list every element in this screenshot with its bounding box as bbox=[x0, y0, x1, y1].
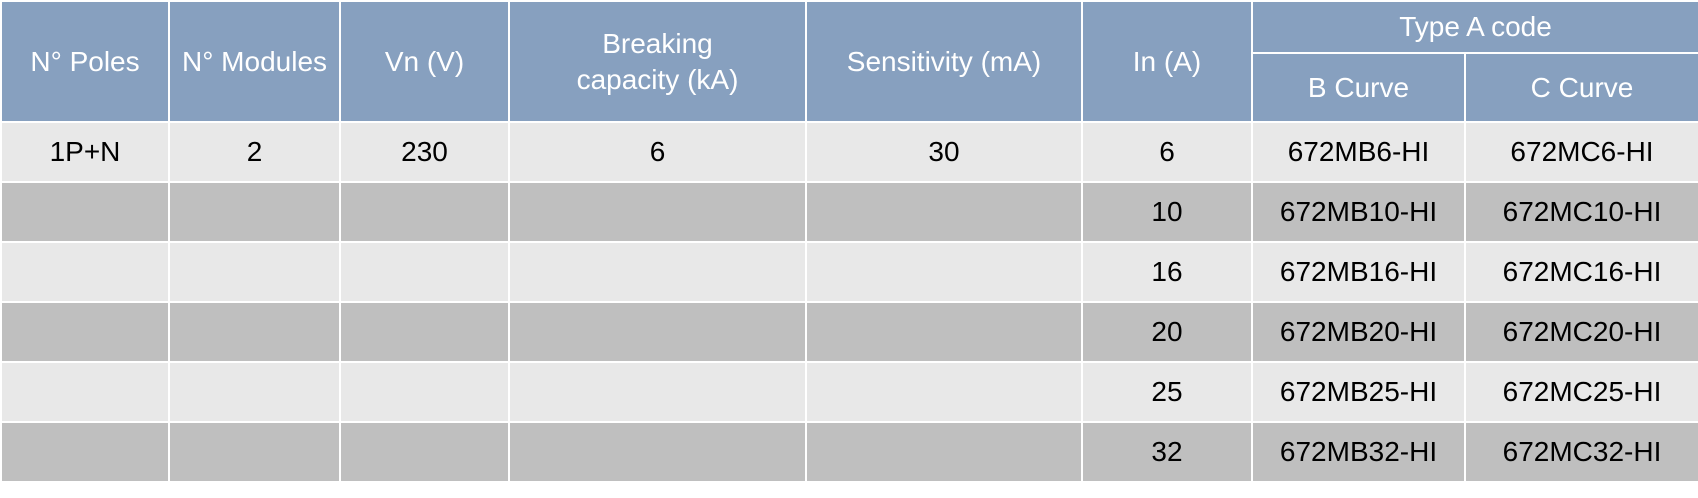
empty-cell bbox=[508, 181, 807, 243]
empty-cell bbox=[339, 301, 510, 363]
table-cell: 1P+N bbox=[0, 121, 170, 183]
empty-cell bbox=[339, 241, 510, 303]
empty-cell bbox=[0, 361, 170, 423]
table-cell: 672MC10-HI bbox=[1463, 181, 1698, 243]
empty-cell bbox=[339, 421, 510, 483]
table-cell: 10 bbox=[1081, 181, 1253, 243]
table-cell: 25 bbox=[1081, 361, 1253, 423]
empty-cell bbox=[508, 241, 807, 303]
table-cell: 672MC32-HI bbox=[1463, 421, 1698, 483]
table-cell: 672MC25-HI bbox=[1463, 361, 1698, 423]
header-cell: Breaking capacity (kA) bbox=[508, 0, 807, 123]
empty-cell bbox=[168, 181, 341, 243]
table-cell: 6 bbox=[508, 121, 807, 183]
empty-cell bbox=[339, 361, 510, 423]
table-cell: 672MB16-HI bbox=[1251, 241, 1466, 303]
empty-cell bbox=[0, 181, 170, 243]
table-cell: 672MB25-HI bbox=[1251, 361, 1466, 423]
table-row: 16 672MB16-HI 672MC16-HI bbox=[0, 241, 1698, 303]
header-cell: In (A) bbox=[1081, 0, 1253, 123]
table-row: 25 672MB25-HI 672MC25-HI bbox=[0, 361, 1698, 423]
table-cell: 6 bbox=[1081, 121, 1253, 183]
empty-cell bbox=[805, 241, 1083, 303]
table-cell: 672MB6-HI bbox=[1251, 121, 1466, 183]
table-cell: 32 bbox=[1081, 421, 1253, 483]
empty-cell bbox=[0, 241, 170, 303]
empty-cell bbox=[168, 301, 341, 363]
table-cell: 20 bbox=[1081, 301, 1253, 363]
empty-cell bbox=[508, 301, 807, 363]
table-cell: 30 bbox=[805, 121, 1083, 183]
empty-cell bbox=[0, 301, 170, 363]
table-cell: 672MB20-HI bbox=[1251, 301, 1466, 363]
table-cell: 672MB32-HI bbox=[1251, 421, 1466, 483]
table-row: 20 672MB20-HI 672MC20-HI bbox=[0, 301, 1698, 363]
header-cell: Sensitivity (mA) bbox=[805, 0, 1083, 123]
empty-cell bbox=[508, 361, 807, 423]
table-cell: 672MC6-HI bbox=[1463, 121, 1698, 183]
table-header: N° Poles N° Modules Vn (V) Breaking capa… bbox=[0, 0, 1698, 123]
header-cell: N° Modules bbox=[168, 0, 341, 123]
header-cell: Vn (V) bbox=[339, 0, 510, 123]
empty-cell bbox=[168, 421, 341, 483]
table-row: 32 672MB32-HI 672MC32-HI bbox=[0, 421, 1698, 483]
product-table: N° Poles N° Modules Vn (V) Breaking capa… bbox=[0, 0, 1698, 483]
table-cell: 672MC16-HI bbox=[1463, 241, 1698, 303]
table-cell: 16 bbox=[1081, 241, 1253, 303]
empty-cell bbox=[508, 421, 807, 483]
table-body: 1P+N 2 230 6 30 6 672MB6-HI 672MC6-HI 10 672MB10-… bbox=[0, 121, 1698, 483]
empty-cell bbox=[805, 361, 1083, 423]
header-row: N° Poles N° Modules Vn (V) Breaking capa… bbox=[0, 0, 1698, 123]
empty-cell bbox=[0, 421, 170, 483]
empty-cell bbox=[805, 301, 1083, 363]
table-row: 1P+N 2 230 6 30 6 672MB6-HI 672MC6-HI bbox=[0, 121, 1698, 183]
group-header: Type A code bbox=[1250, 0, 1698, 54]
empty-cell bbox=[805, 181, 1083, 243]
table-cell: 230 bbox=[339, 121, 510, 183]
empty-cell bbox=[168, 241, 341, 303]
sub-header: B Curve bbox=[1251, 52, 1466, 123]
empty-cell bbox=[168, 361, 341, 423]
header-cell: N° Poles bbox=[0, 0, 170, 123]
table-cell: 2 bbox=[168, 121, 341, 183]
sub-header: C Curve bbox=[1463, 52, 1698, 123]
table-cell: 672MC20-HI bbox=[1463, 301, 1698, 363]
table-cell: 672MB10-HI bbox=[1251, 181, 1466, 243]
empty-cell bbox=[805, 421, 1083, 483]
header-row: B Curve C Curve bbox=[1, 52, 1698, 123]
table-row: 10 672MB10-HI 672MC10-HI bbox=[0, 181, 1698, 243]
empty-cell bbox=[339, 181, 510, 243]
